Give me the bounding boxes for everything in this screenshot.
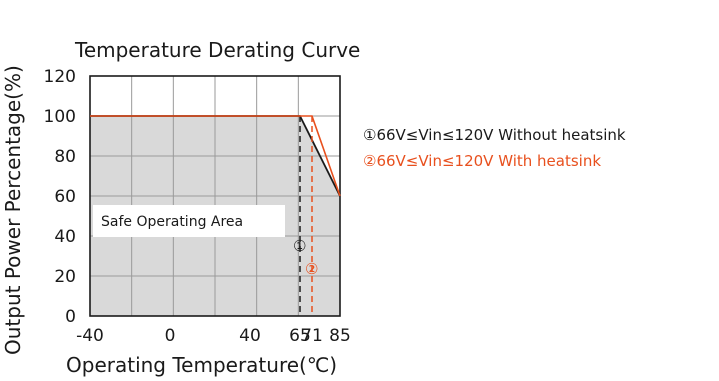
y-tick-label: 100 [44,107,76,127]
x-tick-label: 65 [289,326,311,346]
y-tick-label: 120 [44,67,76,87]
y-tick-label: 60 [54,187,76,207]
area-label-background [93,205,285,237]
area-label-box: Safe Operating Area [93,205,285,237]
x-tick-label: 0 [165,326,176,346]
series-marker-2: ② [305,260,318,278]
legend-entry-with-heatsink: ②66V≤Vin≤120V With heatsink [363,152,601,170]
legend-entry-without-heatsink: ①66V≤Vin≤120V Without heatsink [363,126,626,144]
y-tick-label: 40 [54,227,76,247]
y-tick-label: 80 [54,147,76,167]
series-marker-1: ① [293,237,306,255]
safe-area-label: Safe Operating Area [101,214,243,230]
y-axis-label: Output Power Percentage(%) [1,65,25,355]
x-tick-label: 40 [239,326,261,346]
x-tick-label: -40 [76,326,104,346]
x-tick-label: 85 [329,326,351,346]
x-axis-label: Operating Temperature(℃) [66,353,337,377]
chart-title: Temperature Derating Curve [74,38,360,62]
y-tick-label: 0 [65,307,76,327]
x-tick-label: 71 [301,326,323,346]
series-layer: ①② [90,115,341,316]
y-tick-label: 20 [54,267,76,287]
